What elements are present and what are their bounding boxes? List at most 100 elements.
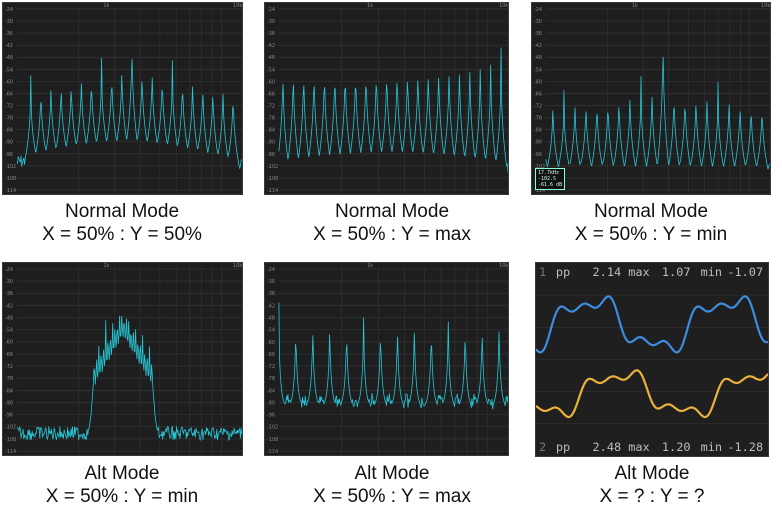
ch2-pp-value: 2.48 [593,440,622,454]
spectrum-trace [278,47,508,173]
db-tick-label: -78 [5,116,13,122]
caption-5: Alt Mode X = 50% : Y = max [262,462,522,508]
ch2-pp-label: pp [556,440,570,454]
db-tick-label: -72 [5,364,13,370]
ch2-max-label: max [628,440,649,454]
db-tick-label: -54 [5,67,13,73]
caption-1-line1: Normal Mode [64,201,180,222]
db-tick-label: -84 [5,388,13,394]
grid-2: -24 -30 -36 -42 -48 -54 -60 -66 -72 -78 -84 -90 -96 -… [267,3,508,194]
db-tick-label: -36 [267,31,275,37]
db-tick-label: -78 [267,376,275,382]
db-tick-label: -114 [5,449,16,455]
db-tick-label: -54 [5,328,13,334]
caption-3-line2: X = 50% : Y = min [574,224,728,245]
db-tick-label: -84 [534,128,542,134]
caption-2-line2: X = 50% : Y = max [313,224,471,245]
spectrum-trace [278,302,508,410]
db-tick-label: -60 [5,340,13,346]
db-tick-label: -60 [267,79,275,85]
freq-mid-label: 1k [103,263,109,269]
db-tick-label: -96 [534,152,542,158]
db-tick-label: -24 [5,7,13,13]
spectrum-svg-1: -24 -30 -36 -42 -48 -54 -60 -66 -72 -78 -84 -90 -96 -… [5,3,242,194]
caption-6-line1: Alt Mode [614,463,690,484]
db-tick-label: -108 [267,176,278,182]
tooltip-line3: -61.6 dB [538,182,563,188]
caption-2: Normal Mode X = 50% : Y = max [262,200,522,246]
caption-5-line2: X = 50% : Y = max [313,486,471,507]
caption-1: Normal Mode X = 50% : Y = 50% [0,200,252,246]
grid-4: -24 -30 -36 -42 -48 -54 -60 -66 -72 -78 -84 -90 -96 -… [5,263,242,455]
freq-mid-label: 1k [367,3,373,9]
freq-end-label: 10k [499,263,508,269]
db-tick-label: -60 [534,79,542,85]
db-tick-label: -48 [267,315,275,321]
db-tick-label: -42 [5,303,13,309]
caption-3-line1: Normal Mode [593,201,709,222]
caption-4: Alt Mode X = 50% : Y = min [0,462,252,508]
db-tick-label: -42 [267,303,275,309]
spectrum-svg-2: -24 -30 -36 -42 -48 -54 -60 -66 -72 -78 -84 -90 -96 -… [267,3,508,194]
scope-grid [536,294,768,425]
db-tick-label: -24 [267,7,275,13]
db-tick-label: -102 [5,164,16,170]
scope-svg: 1 pp 2.14 max 1.07 min -1.07 2 pp 2.48 m… [536,265,768,454]
ch1-max-label: max [628,265,649,279]
ch2-min-value: -1.28 [727,440,763,454]
cursor-tooltip: 17.7kHz -102.5 -61.6 dB [535,168,566,190]
spectrum-panel-alt-50-max: -24 -30 -36 -42 -48 -54 -60 -66 -72 -78 -84 -90 -96 -… [264,262,509,456]
freq-end-label: 10k [233,3,242,9]
db-tick-label: -24 [267,267,275,273]
ch1-max-value: 1.07 [662,265,691,279]
db-tick-label: -48 [267,55,275,61]
db-tick-label: -108 [267,437,278,443]
db-tick-label: -114 [534,188,545,194]
ch1-trace [536,295,768,354]
db-tick-label: -102 [267,425,278,431]
freq-mid-label: 1k [367,263,373,269]
tooltip-line1: 17.7kHz [538,170,560,176]
db-tick-label: -78 [5,376,13,382]
tooltip-line2: -102.5 [538,176,557,182]
db-tick-label: -30 [267,19,275,25]
spectrum-svg-3: -24 -30 -36 -42 -48 -54 -60 -66 -72 -78 -84 -90 -96 -… [534,3,770,194]
ch1-pp-label: pp [556,265,570,279]
db-tick-label: -30 [267,279,275,285]
ch2-min-label: min [701,440,722,454]
db-tick-label: -90 [5,140,13,146]
ch1-min-label: min [701,265,722,279]
db-tick-label: -30 [5,19,13,25]
db-tick-label: -54 [267,328,275,334]
caption-4-line2: X = 50% : Y = min [45,486,199,507]
spectrum-trace [16,57,242,170]
db-tick-label: -60 [267,340,275,346]
ch1-number: 1 [539,265,546,279]
db-tick-label: -96 [5,413,13,419]
oscilloscope-panel: 1 pp 2.14 max 1.07 min -1.07 2 pp 2.48 m… [535,262,769,457]
db-tick-label: -24 [534,7,542,13]
db-tick-label: -96 [267,152,275,158]
db-tick-label: -72 [5,104,13,110]
spectrum-panel-alt-50-min: -24 -30 -36 -42 -48 -54 -60 -66 -72 -78 -84 -90 -96 -… [2,262,243,456]
db-tick-label: -102 [267,164,278,170]
db-tick-label: -54 [534,67,542,73]
ch2-max-value: 1.20 [662,440,691,454]
spectrum-trace [545,57,770,170]
db-tick-label: -48 [534,55,542,61]
db-tick-label: -36 [267,291,275,297]
db-tick-label: -48 [5,55,13,61]
db-tick-label: -36 [534,31,542,37]
freq-mid-label: 1k [632,3,638,9]
db-tick-label: -108 [5,437,16,443]
db-tick-label: -36 [5,291,13,297]
db-tick-label: -114 [5,188,16,194]
db-tick-label: -90 [5,400,13,406]
db-tick-label: -66 [267,352,275,358]
caption-4-line1: Alt Mode [84,463,160,484]
spectrum-svg-4: -24 -30 -36 -42 -48 -54 -60 -66 -72 -78 -84 -90 -96 -… [5,263,242,455]
db-tick-label: -102 [534,164,545,170]
db-tick-label: -84 [267,128,275,134]
db-tick-label: -96 [267,413,275,419]
freq-mid-label: 1k [103,3,109,9]
